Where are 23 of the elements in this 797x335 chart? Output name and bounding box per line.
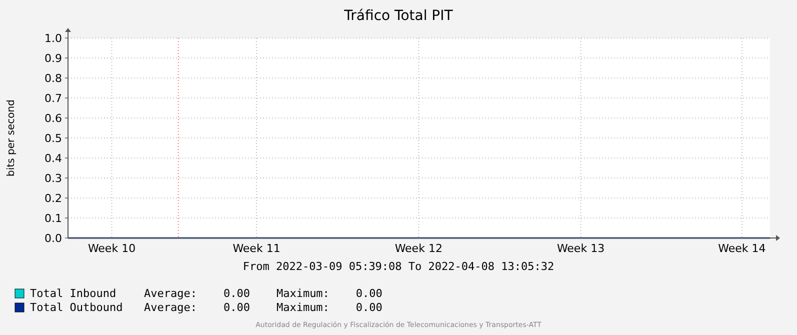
y-tick-label: 0.9 bbox=[44, 52, 62, 65]
text: From 2022-03-09 05:39:08 To 2022-04-08 13:05:32 bbox=[242, 260, 554, 273]
text: Average: 0.00 Maximum: 0.00 bbox=[144, 287, 382, 300]
y-tick-label: 0.1 bbox=[44, 212, 62, 225]
y-tick-label: 0.8 bbox=[44, 72, 62, 85]
y-tick-label: 0.7 bbox=[44, 92, 62, 105]
y-tick-label: 1.0 bbox=[44, 32, 62, 45]
text: Average: 0.00 Maximum: 0.00 bbox=[144, 301, 382, 314]
legend-label: Total Inbound bbox=[30, 287, 116, 300]
legend-label: Total Outbound bbox=[30, 301, 123, 314]
x-tick-label: Week 11 bbox=[232, 242, 280, 255]
x-tick-label: Week 14 bbox=[718, 242, 766, 255]
y-tick-label: 0.4 bbox=[44, 152, 62, 165]
y-tick-label: 0.6 bbox=[44, 112, 62, 125]
y-tick-label: 0.2 bbox=[44, 192, 62, 205]
y-tick-label: 0.0 bbox=[44, 232, 62, 245]
y-tick-label: 0.3 bbox=[44, 172, 62, 185]
x-tick-label: Week 13 bbox=[556, 242, 605, 255]
y-tick-label: 0.5 bbox=[44, 132, 62, 145]
chart-title: Tráfico Total PIT bbox=[343, 8, 454, 24]
y-axis-title: bits per second bbox=[6, 100, 17, 176]
x-tick-label: Week 12 bbox=[394, 242, 442, 255]
x-tick-label: Week 10 bbox=[88, 242, 136, 255]
